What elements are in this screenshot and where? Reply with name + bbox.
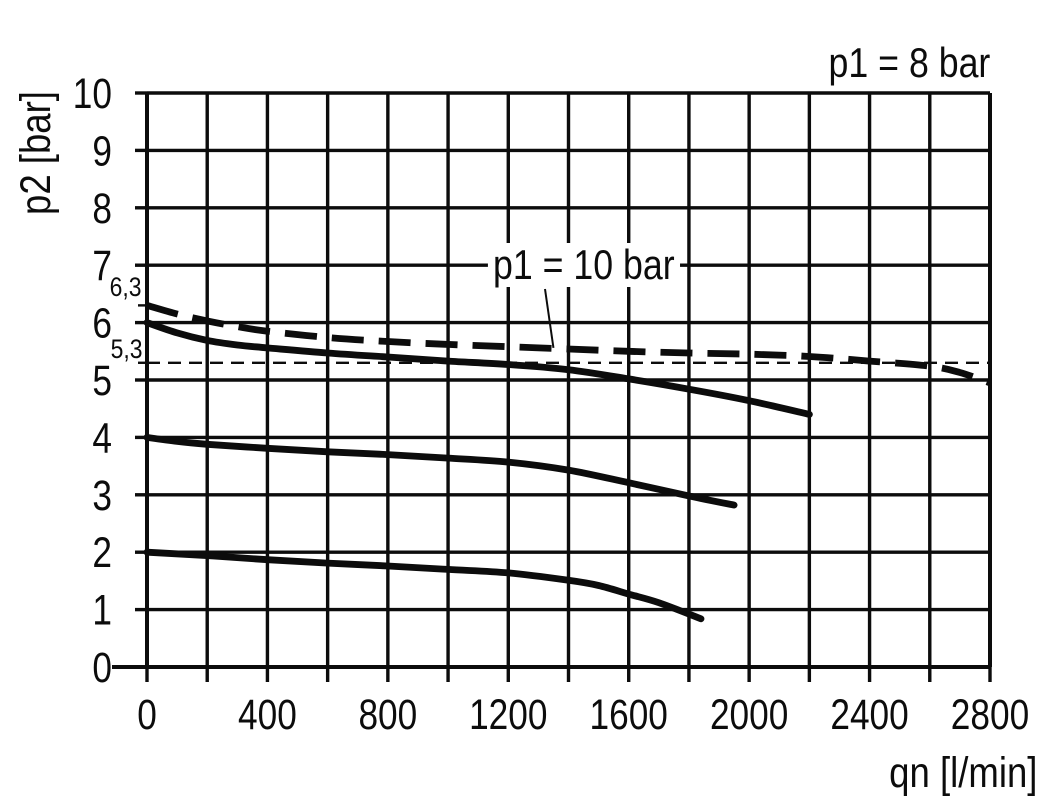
- curve-solid-3: [143, 548, 705, 623]
- y-tick-label-5-3: 5,3: [111, 334, 143, 364]
- y-tick-label: 1: [92, 587, 112, 635]
- annotation-p1-10bar: p1 = 10 bar: [487, 243, 680, 287]
- x-tick-label: 2400: [830, 691, 908, 739]
- x-tick-label: 400: [238, 691, 297, 739]
- y-tick-label: 2: [92, 529, 112, 577]
- annotation-p1-8bar: p1 = 8 bar: [828, 39, 990, 86]
- x-tick-label: 800: [358, 691, 417, 739]
- x-tick-label: 1600: [590, 691, 668, 739]
- y-tick-label: 6: [92, 300, 112, 348]
- y-tick-label: 10: [73, 70, 112, 118]
- callout-leader-line: [544, 288, 555, 348]
- y-tick-label: 0: [92, 644, 112, 692]
- curve-p1-10-bar: [146, 302, 992, 387]
- curve-solid-1: [143, 319, 813, 418]
- y-tick-label: 3: [92, 472, 112, 520]
- y-tick-label: 4: [92, 414, 112, 462]
- x-tick-label: 2800: [951, 691, 1029, 739]
- y-tick-label: 7: [92, 242, 112, 290]
- y-tick-label-6-3: 6,3: [110, 272, 142, 302]
- y-tick-label: 9: [92, 127, 112, 175]
- x-tick-label: 0: [137, 691, 157, 739]
- y-tick-label: 5: [92, 357, 112, 405]
- y-axis-title: p2 [bar]: [12, 91, 60, 215]
- y-tick-label: 8: [92, 185, 112, 233]
- x-axis-title: qn [l/min]: [888, 749, 1037, 797]
- x-tick-label: 2000: [710, 691, 788, 739]
- curve-solid-2: [143, 434, 738, 509]
- x-tick-label: 1200: [469, 691, 547, 739]
